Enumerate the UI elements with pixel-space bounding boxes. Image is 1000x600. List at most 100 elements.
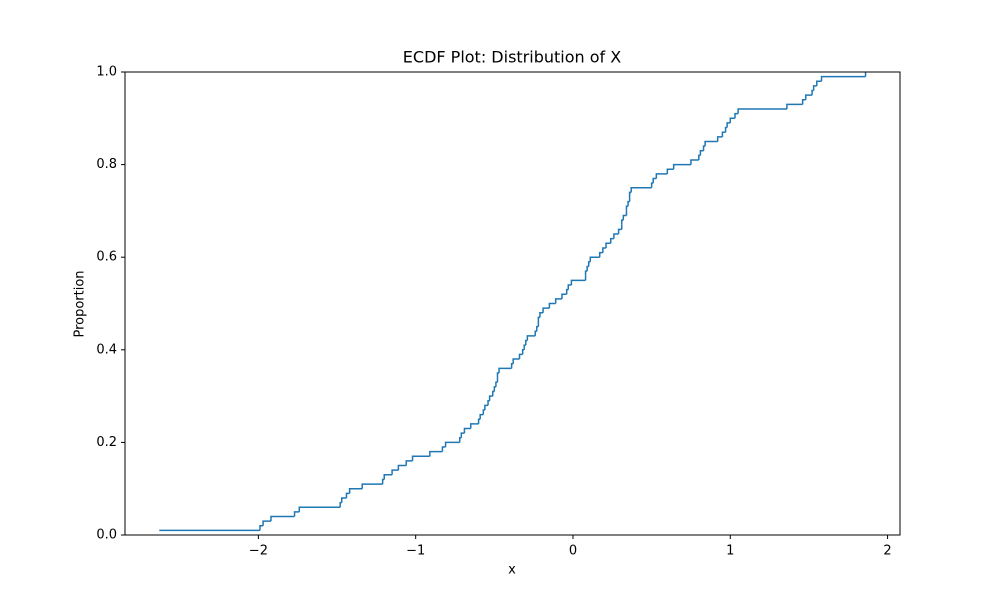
y-tick-label: 1.0 bbox=[96, 65, 117, 80]
ecdf-step bbox=[567, 284, 572, 290]
ecdf-step bbox=[672, 163, 691, 170]
ecdf-step bbox=[345, 492, 350, 498]
ecdf-step bbox=[786, 103, 803, 110]
y-axis-label: Proportion bbox=[73, 270, 88, 337]
ecdf-step bbox=[523, 344, 526, 350]
ecdf-step bbox=[539, 312, 544, 318]
ecdf-step bbox=[441, 446, 446, 452]
ecdf-step bbox=[724, 126, 728, 133]
ecdf-step bbox=[652, 177, 657, 184]
ecdf-step bbox=[458, 437, 462, 443]
ecdf-step bbox=[666, 168, 674, 174]
ecdf-step bbox=[259, 524, 264, 531]
ecdf-step bbox=[609, 237, 614, 244]
ecdf-step bbox=[620, 219, 624, 225]
ecdf-step bbox=[702, 145, 706, 151]
x-tick-label: 2 bbox=[883, 544, 891, 559]
ecdf-step bbox=[570, 279, 586, 285]
ecdf-step bbox=[411, 455, 430, 461]
ecdf-step bbox=[525, 339, 528, 346]
ecdf-step bbox=[584, 270, 588, 276]
y-tick-label: 0.4 bbox=[96, 342, 117, 357]
ecdf-step bbox=[542, 307, 550, 313]
ecdf-step bbox=[587, 261, 591, 267]
ecdf-step bbox=[262, 520, 271, 526]
ecdf-step bbox=[482, 409, 485, 415]
ecdf-step bbox=[397, 464, 407, 471]
ecdf-step bbox=[391, 469, 399, 475]
ecdf-step bbox=[630, 187, 652, 193]
ecdf-step bbox=[510, 362, 514, 369]
ecdf-step bbox=[716, 136, 723, 142]
ecdf-step bbox=[811, 89, 814, 96]
ecdf-step bbox=[484, 404, 489, 410]
x-tick-label: −2 bbox=[249, 544, 268, 559]
ecdf-step bbox=[729, 117, 735, 123]
ecdf-step bbox=[479, 413, 484, 420]
ecdf-step bbox=[463, 427, 471, 434]
ecdf-step bbox=[495, 381, 498, 387]
x-tick-label: 1 bbox=[726, 544, 734, 559]
ecdf-step bbox=[496, 372, 500, 378]
ecdf-step bbox=[498, 367, 512, 373]
ecdf-step bbox=[488, 395, 493, 401]
ecdf-step bbox=[565, 288, 569, 295]
ecdf-step bbox=[699, 149, 704, 156]
ecdf-step bbox=[598, 251, 603, 258]
ecdf-step bbox=[627, 200, 630, 207]
ecdf-step bbox=[704, 140, 718, 147]
ecdf-step bbox=[381, 478, 385, 485]
ecdf-step bbox=[602, 247, 607, 253]
ecdf-step bbox=[561, 293, 567, 299]
ecdf-step bbox=[650, 182, 654, 188]
ecdf-step bbox=[605, 242, 611, 248]
ecdf-step bbox=[726, 122, 731, 128]
ecdf-step bbox=[537, 316, 540, 323]
ecdf-step bbox=[554, 298, 562, 304]
ecdf-step bbox=[341, 497, 347, 503]
chart-title: ECDF Plot: Distribution of X bbox=[403, 48, 621, 67]
ecdf-step bbox=[526, 335, 536, 341]
ecdf-step bbox=[820, 75, 866, 82]
ecdf-step bbox=[492, 390, 495, 397]
ecdf-step bbox=[617, 228, 622, 235]
ecdf-step bbox=[429, 450, 443, 457]
ecdf-step bbox=[655, 173, 668, 179]
ecdf-step bbox=[622, 214, 627, 221]
ecdf-step bbox=[512, 358, 520, 364]
ecdf-step bbox=[405, 460, 413, 466]
ecdf-step bbox=[348, 487, 363, 494]
plot-frame bbox=[124, 71, 901, 536]
ecdf-step bbox=[548, 302, 556, 309]
ecdf-step bbox=[383, 474, 393, 480]
ecdf-step bbox=[270, 515, 295, 522]
ecdf-step bbox=[298, 506, 341, 512]
ecdf-step bbox=[613, 233, 619, 239]
ecdf-step bbox=[737, 108, 787, 114]
y-tick-label: 0.2 bbox=[96, 435, 117, 450]
x-tick-label: −1 bbox=[406, 544, 425, 559]
ecdf-step bbox=[477, 418, 481, 424]
ecdf-step bbox=[721, 131, 726, 137]
ecdf-step bbox=[518, 353, 523, 360]
y-tick-label: 0.6 bbox=[96, 250, 117, 265]
ecdf-step bbox=[812, 85, 817, 91]
ecdf-step bbox=[589, 256, 600, 262]
ecdf-step bbox=[625, 205, 629, 211]
ecdf-step bbox=[801, 99, 806, 105]
y-tick-label: 0.0 bbox=[96, 528, 117, 543]
ecdf-step bbox=[628, 191, 632, 198]
ecdf-step bbox=[586, 265, 589, 272]
ecdf-step bbox=[487, 399, 490, 406]
x-axis-label: x bbox=[508, 563, 516, 578]
ecdf-step bbox=[469, 423, 479, 429]
ecdf-step bbox=[293, 511, 300, 517]
ecdf-step bbox=[493, 386, 496, 392]
y-tick-label: 0.8 bbox=[96, 157, 117, 172]
ecdf-step bbox=[805, 94, 813, 100]
ecdf-step bbox=[536, 325, 539, 332]
ecdf-step bbox=[690, 159, 699, 165]
ecdf-step bbox=[339, 501, 342, 508]
ecdf-step bbox=[534, 330, 537, 336]
ecdf-step bbox=[444, 441, 460, 448]
